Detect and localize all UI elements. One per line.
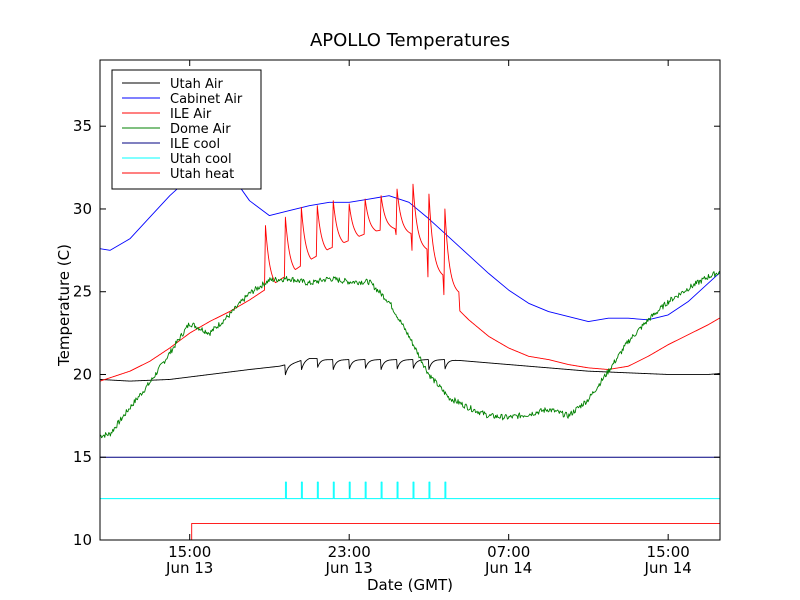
x-tick-label: 23:00 (328, 543, 371, 561)
chart-title: APOLLO Temperatures (310, 30, 510, 51)
legend-box (111, 69, 262, 190)
x-tick-date-label: Jun 13 (165, 559, 213, 577)
series-line-utah-cool (100, 481, 720, 500)
y-tick-label: 10 (73, 531, 92, 549)
x-tick-date-label: Jun 13 (325, 559, 373, 577)
series-line-utah-heat (100, 523, 720, 540)
legend-label-utah-air: Utah Air (170, 77, 223, 92)
series-line-dome-air (100, 270, 720, 439)
x-tick-label: 15:00 (647, 543, 690, 561)
legend-label-cabinet-air: Cabinet Air (170, 92, 243, 107)
series-line-ile-air (100, 183, 720, 382)
x-tick-label: 15:00 (168, 543, 211, 561)
x-tick-date-label: Jun 14 (484, 559, 532, 577)
y-axis-label: Temperature (C) (55, 244, 73, 367)
x-tick-date-label: Jun 14 (644, 559, 692, 577)
y-tick-label: 25 (73, 283, 92, 301)
legend-label-ile-air: ILE Air (170, 107, 212, 122)
y-tick-label: 20 (73, 365, 92, 383)
y-tick-label: 35 (73, 117, 92, 135)
legend-label-dome-air: Dome Air (170, 122, 231, 137)
legend-label-ile-cool: ILE cool (170, 137, 220, 152)
legend-label-utah-cool: Utah cool (170, 152, 232, 167)
y-tick-label: 15 (73, 448, 92, 466)
series-line-utah-air (100, 357, 720, 382)
y-tick-label: 30 (73, 200, 92, 218)
legend-label-utah-heat: Utah heat (170, 167, 234, 182)
plot-frame (99, 59, 721, 541)
x-axis-label: Date (GMT) (367, 576, 453, 594)
x-tick-label: 07:00 (487, 543, 530, 561)
